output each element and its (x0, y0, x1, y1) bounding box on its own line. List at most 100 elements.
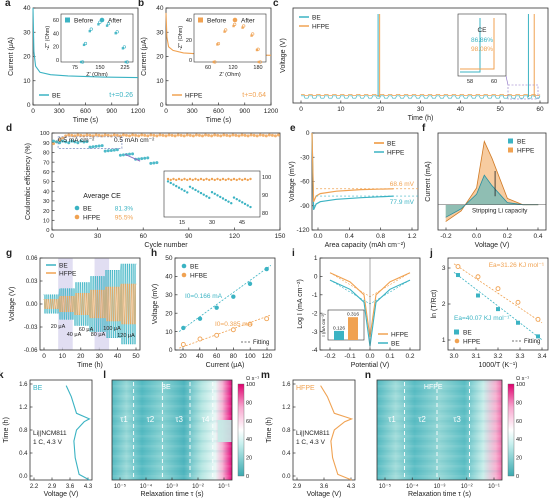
x-tick-label: 40 (114, 353, 122, 360)
x-tick-label: 4.3 (84, 484, 93, 490)
x-tick-label: 1200 (131, 108, 146, 115)
heatmap-band (112, 450, 232, 453)
current-band (58, 258, 73, 350)
point-hfpe (158, 133, 162, 137)
y-tick-label: 60 (43, 170, 49, 176)
point-hfpe (185, 133, 189, 137)
y-tick-label: 40 (23, 5, 31, 12)
y-tick-label: 0.06 (26, 256, 38, 262)
inset-point-be (199, 191, 203, 195)
point-be (109, 148, 113, 152)
point-hfbe (247, 321, 253, 327)
inset-legend-after-label: After (108, 17, 123, 24)
x-axis-label: Voltage (V) (475, 242, 510, 249)
inset-legend-before-label: Before (74, 17, 94, 24)
voltage-curve (320, 385, 354, 481)
inset-ce-hfpe: 98.08% (471, 46, 493, 53)
heatmap-band (377, 400, 502, 403)
point-hfpe (240, 133, 244, 137)
y-axis-label: Current (μA) (141, 37, 148, 76)
inset-point-hfpe (232, 177, 236, 181)
inset-point-after (80, 60, 85, 64)
point-hfpe (176, 133, 180, 137)
point-hfpe (495, 286, 501, 292)
y-tick-label: 0.8 (19, 428, 28, 434)
colorbar-tick-label: 80 (516, 400, 522, 406)
tau-label: τ3 (453, 415, 461, 424)
tau-label: τ4 (202, 415, 210, 424)
x-tick-label: 60 (536, 106, 544, 113)
inset-point-be (202, 193, 205, 196)
heatmap-band (377, 450, 502, 453)
point-hfpe (191, 134, 195, 138)
ea-be: Ea=40.07 KJ mol⁻¹ (454, 315, 510, 322)
point-hfpe (79, 133, 83, 137)
point-hfpe (161, 133, 165, 137)
y-tick-label: -1 (312, 292, 318, 299)
point-hfpe (243, 133, 247, 137)
point-be (231, 294, 236, 299)
heatmap-band (112, 385, 232, 388)
voltage-trace-hfpe (43, 283, 137, 325)
x-axis-label: Time (s) (206, 117, 231, 124)
fit-line (453, 263, 543, 324)
y-tick-label: 20 (165, 310, 173, 317)
point-hfbe (197, 336, 203, 342)
inset-legend-before-swatch (65, 17, 70, 23)
point-hfpe (97, 133, 101, 137)
i0-be: I0=0.166 mA (185, 293, 223, 300)
point-be (94, 144, 98, 148)
inset-point-after (256, 47, 260, 51)
inset-y-tick-label: 80 (262, 211, 268, 217)
inset-point-after (106, 22, 111, 26)
y-axis-label: Coulombic efficiency (%) (25, 143, 32, 220)
x-axis-label: Time (s) (73, 117, 98, 124)
axes-frame (174, 257, 276, 351)
x-tick-label: 3.3 (515, 353, 524, 360)
inset-point-be (221, 197, 225, 200)
inset-point-after (115, 30, 119, 34)
panel-letter: e (290, 123, 296, 134)
inset-point-hfpe (221, 177, 225, 181)
point-hfpe (255, 134, 259, 138)
x-tick-label: 50 (497, 106, 505, 113)
inset-point-be (210, 191, 214, 194)
heatmap-band (377, 445, 502, 448)
point-hfpe (249, 133, 253, 137)
point-be (143, 156, 147, 160)
bar-value-hfpe: 0.316 (347, 312, 359, 318)
point-hfpe (207, 133, 211, 137)
inset-point-hfpe (199, 177, 203, 181)
axes-frame (437, 132, 547, 231)
y-tick-label: 0 (46, 228, 49, 234)
inset-x-tick-label: 120 (228, 65, 237, 71)
point-hfpe (179, 133, 183, 137)
avg-legend-hfpe-swatch (74, 214, 80, 220)
inset-x-tick-label: 150 (95, 65, 104, 71)
inset-point-hfpe (194, 177, 197, 181)
y-tick-label: 10 (23, 78, 31, 85)
y-tick-label: 40 (43, 189, 49, 195)
inset-point-hfpe (243, 177, 247, 181)
heatmap-band (112, 435, 232, 438)
heatmap-band (377, 425, 502, 428)
inset-point-be (227, 200, 230, 203)
series-label: HFPE (296, 385, 315, 392)
point-be (152, 161, 156, 165)
avg-legend-be-label: BE (83, 205, 92, 212)
inset-point-be (238, 199, 241, 202)
point-be (516, 320, 520, 325)
tau-label: τ2 (418, 415, 426, 424)
inset-point-hfpe (241, 178, 244, 182)
point-hfpe (121, 133, 125, 137)
inset-point-hfpe (213, 178, 216, 182)
x-tick-label: 900 (106, 108, 117, 115)
inset-point-hfpe (230, 178, 233, 182)
colorbar-tick-label: 0 (246, 474, 249, 480)
y-tick-label: -90 (300, 203, 310, 210)
x-tick-label: 3.6 (66, 484, 75, 490)
x-tick-label: 10⁻⁴ (140, 483, 153, 490)
colorbar-title: Ω s⁻¹ (246, 376, 259, 382)
heatmap-band-light (217, 420, 232, 442)
inset-y-tick-label: 20 (53, 45, 59, 51)
